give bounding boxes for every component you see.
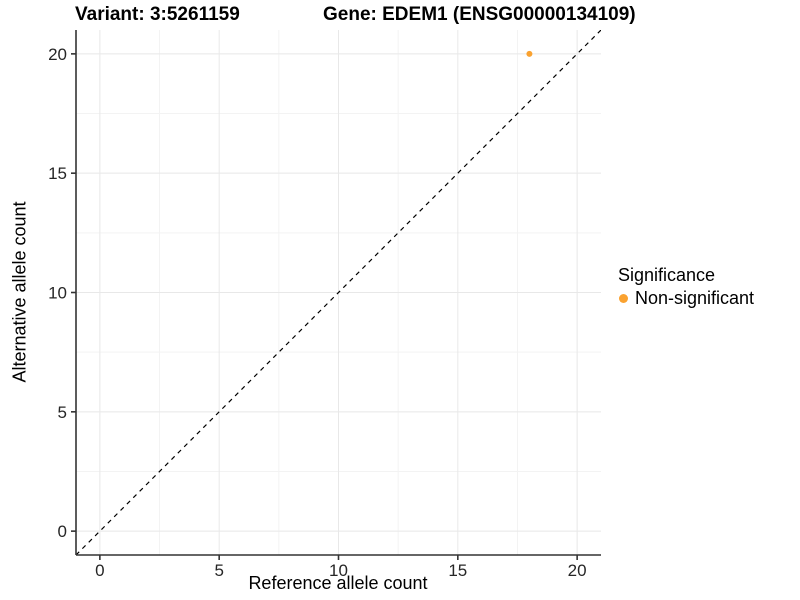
x-tick-label: 5 [214,561,223,580]
legend-title: Significance [618,265,716,285]
legend-item: Non-significant [612,287,754,309]
legend-point-icon [619,293,628,303]
y-tick-label: 15 [48,164,67,183]
identity-dashed-line [76,30,601,555]
x-axis-title: Reference allele count [248,573,428,593]
x-tick-label: 10 [329,561,348,580]
legend-item-label: Non-significant [635,288,755,308]
x-tick-label: 0 [95,561,104,580]
plot-title-gene: Gene: EDEM1 (ENSG00000134109) [323,4,636,25]
y-tick-label: 5 [58,403,67,422]
x-tick-label: 20 [568,561,587,580]
plot-title-variant: Variant: 3:5261159 [75,4,240,25]
legend: Significance Non-significant [612,264,754,309]
data-point [526,50,533,57]
y-tick-label: 10 [48,284,67,303]
y-tick-label: 0 [58,522,67,541]
x-tick-label: 15 [448,561,467,580]
y-tick-label: 20 [48,45,67,64]
